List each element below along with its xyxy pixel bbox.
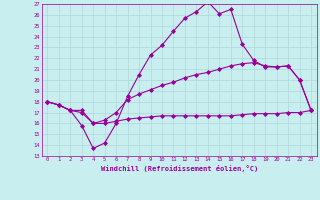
X-axis label: Windchill (Refroidissement éolien,°C): Windchill (Refroidissement éolien,°C) — [100, 165, 258, 172]
